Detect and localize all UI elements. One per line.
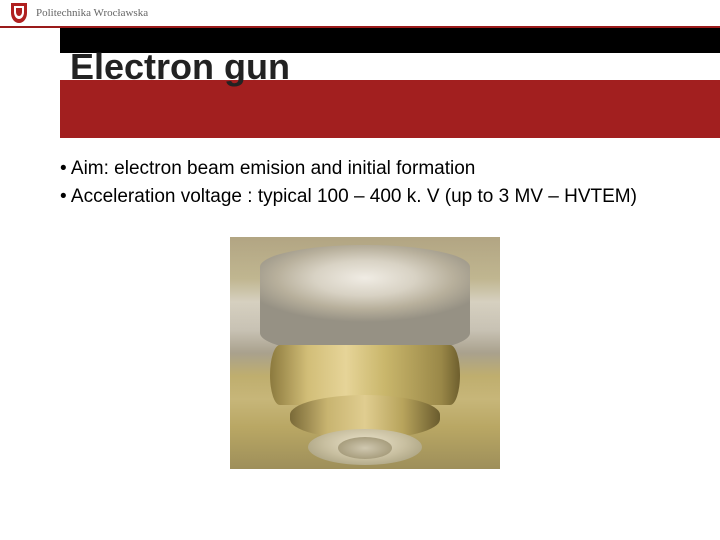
university-logo-icon <box>10 2 28 24</box>
bullet-item: • Aim: electron beam emision and initial… <box>60 156 670 182</box>
slide-title: Electron gun <box>70 46 290 88</box>
title-left-margin <box>0 28 60 138</box>
bullet-text: Acceleration voltage : typical 100 – 400… <box>71 186 637 207</box>
photo-cylinder-top <box>260 245 470 355</box>
image-container <box>60 237 670 469</box>
content-area: • Aim: electron beam emision and initial… <box>0 138 720 469</box>
university-name: Politechnika Wrocławska <box>36 7 148 19</box>
title-band <box>0 80 720 138</box>
bullet-text: Aim: electron beam emision and initial f… <box>71 158 475 179</box>
electron-gun-photo <box>230 237 500 469</box>
title-region: Electron gun <box>0 28 720 138</box>
bullet-item: • Acceleration voltage : typical 100 – 4… <box>60 184 670 210</box>
header-bar: Politechnika Wrocławska <box>0 0 720 28</box>
